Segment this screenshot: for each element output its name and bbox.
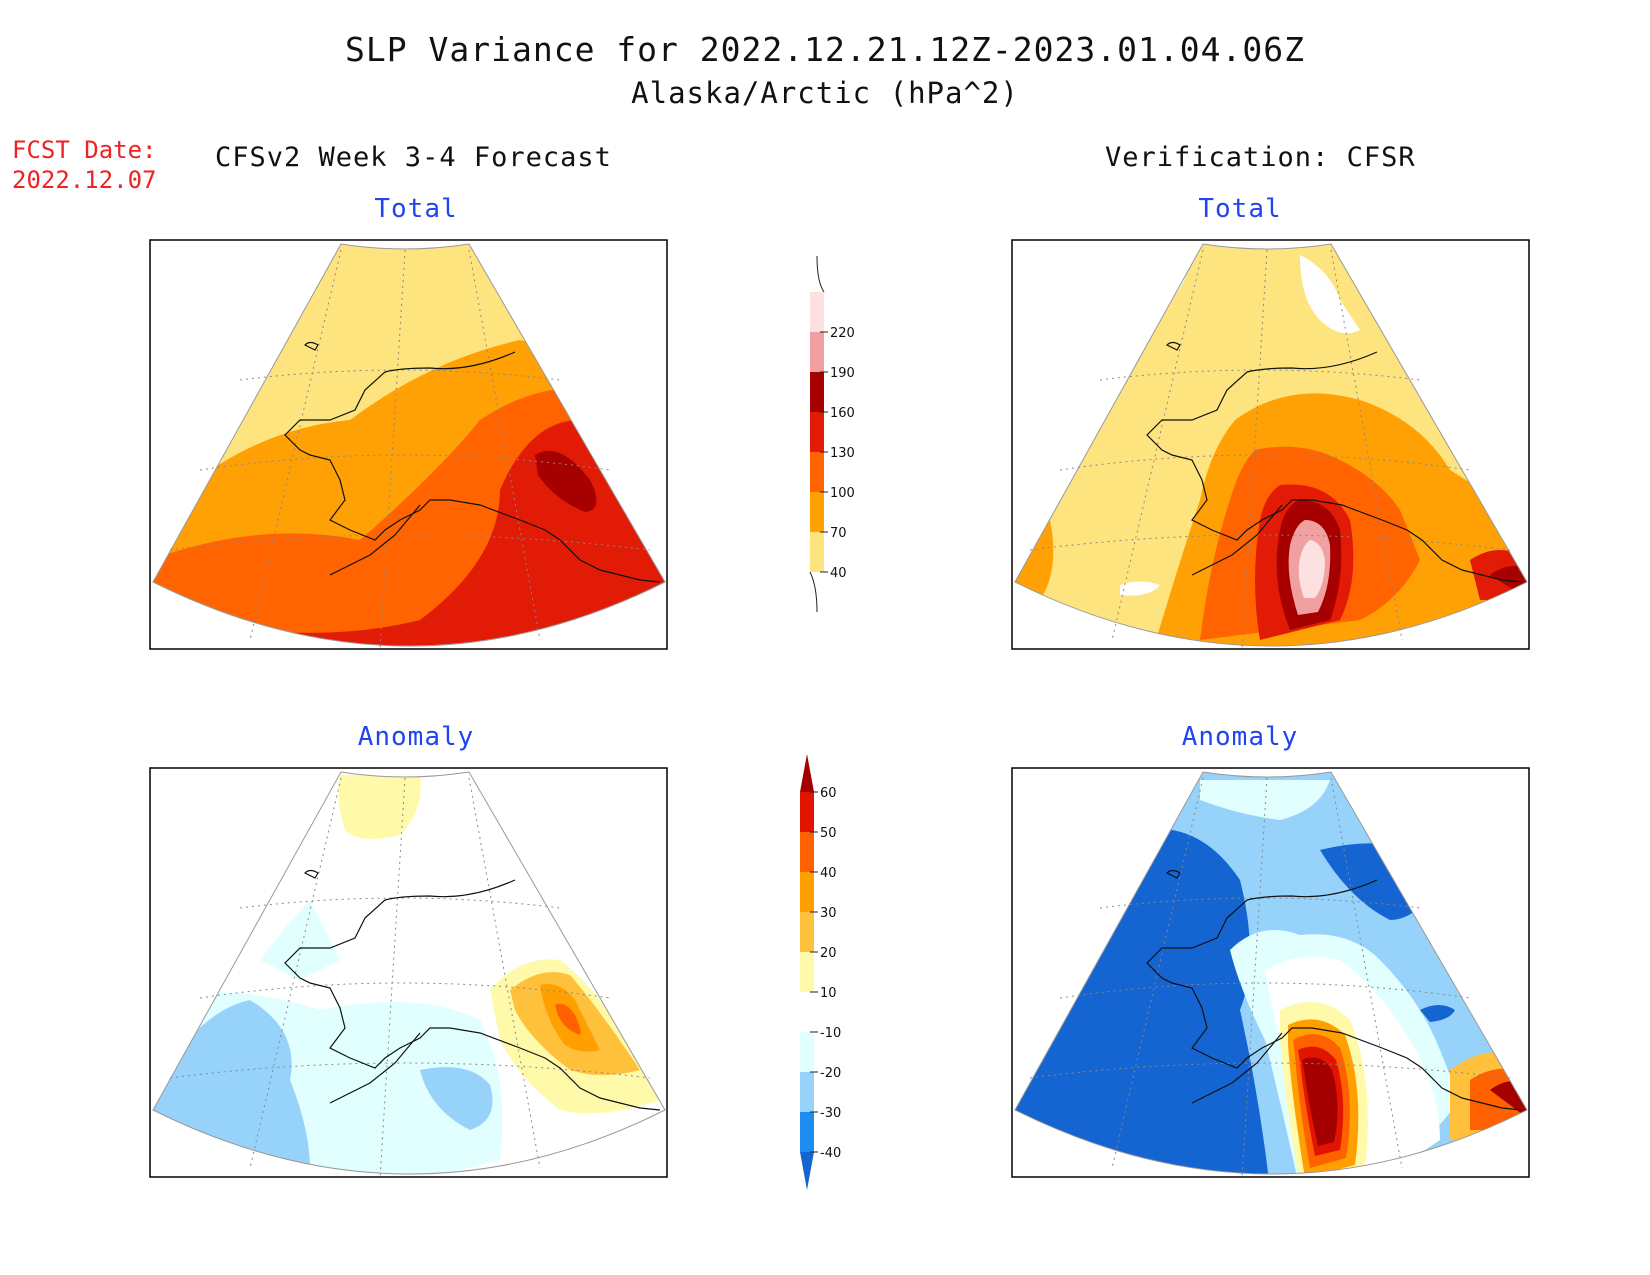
total-colorbar-swatch (810, 452, 824, 492)
anomaly-colorbar-swatch (800, 832, 814, 872)
total-colorbar-swatch (810, 332, 824, 372)
anomaly-colorbar-swatch (800, 992, 814, 1032)
total-colorbar-swatch (810, 492, 824, 532)
verification-column-heading: Verification: CFSR (1105, 142, 1416, 173)
verification-anomaly-map (1014, 771, 1528, 1179)
anomaly-colorbar: -40 -30 -20 -10 10 20 30 40 50 60 (800, 754, 841, 1190)
anomaly-colorbar-tick-label: 30 (820, 906, 837, 921)
forecast-date-label: FCST Date: (12, 136, 157, 164)
total-colorbar: 40 70 100 130 160 190 220 (809, 255, 855, 613)
verification-total-frame (1011, 239, 1530, 650)
verification-anomaly-frame (1011, 767, 1530, 1178)
anomaly-colorbar-swatch (800, 912, 814, 952)
anomaly-colorbar-tick-label: 40 (820, 866, 837, 881)
total-colorbar-tick-label: 130 (830, 446, 855, 461)
anomaly-colorbar-tick-label: -40 (820, 1146, 841, 1161)
forecast-column-heading: CFSv2 Week 3-4 Forecast (215, 142, 612, 173)
anomaly-colorbar-swatch (800, 1072, 814, 1112)
anomaly-colorbar-tick-label: 50 (820, 826, 837, 841)
forecast-date-value: 2022.12.07 (12, 166, 157, 194)
forecast-total-frame (149, 239, 668, 650)
verification-anomaly-panel-title: Anomaly (1181, 722, 1299, 752)
figure-subtitle: Alaska/Arctic (hPa^2) (631, 76, 1019, 110)
anomaly-colorbar-swatch (800, 872, 814, 912)
total-colorbar-tick-label: 220 (830, 326, 855, 341)
anomaly-colorbar-tick-label: -20 (820, 1066, 841, 1081)
total-colorbar-tick-label: 40 (830, 566, 847, 581)
forecast-total-panel-title: Total (374, 194, 458, 224)
anomaly-colorbar-tick-label: -10 (820, 1026, 841, 1041)
total-colorbar-low-cap (809, 571, 818, 613)
anomaly-colorbar-swatch (800, 952, 814, 992)
total-colorbar-tick-label: 100 (830, 486, 855, 501)
forecast-anomaly-frame (149, 767, 668, 1178)
anomaly-colorbar-tick-label: 10 (820, 986, 837, 1001)
verification-total-panel-title: Total (1198, 194, 1282, 224)
anomaly-colorbar-swatch (800, 1152, 814, 1190)
anomaly-colorbar-tick-label: 20 (820, 946, 837, 961)
total-colorbar-swatch (810, 292, 824, 332)
anomaly-colorbar-swatch (800, 754, 814, 792)
total-colorbar-tick-label: 70 (830, 526, 847, 541)
total-colorbar-tick-label: 160 (830, 406, 855, 421)
total-colorbar-swatch (810, 372, 824, 412)
anomaly-colorbar-tick-label: 60 (820, 786, 837, 801)
forecast-total-map (152, 243, 666, 651)
total-colorbar-swatch (810, 532, 824, 572)
forecast-anomaly-map (152, 771, 666, 1179)
anomaly-colorbar-tick-label: -30 (820, 1106, 841, 1121)
total-colorbar-swatch (810, 412, 824, 452)
anomaly-colorbar-swatch (800, 1112, 814, 1152)
anomaly-colorbar-swatch (800, 1032, 814, 1072)
verification-total-map (1014, 243, 1528, 651)
forecast-anomaly-panel-title: Anomaly (357, 722, 475, 752)
total-colorbar-high-cap (816, 255, 825, 293)
anomaly-colorbar-swatch (800, 792, 814, 832)
total-colorbar-tick-label: 190 (830, 366, 855, 381)
figure-title: SLP Variance for 2022.12.21.12Z-2023.01.… (345, 30, 1305, 69)
